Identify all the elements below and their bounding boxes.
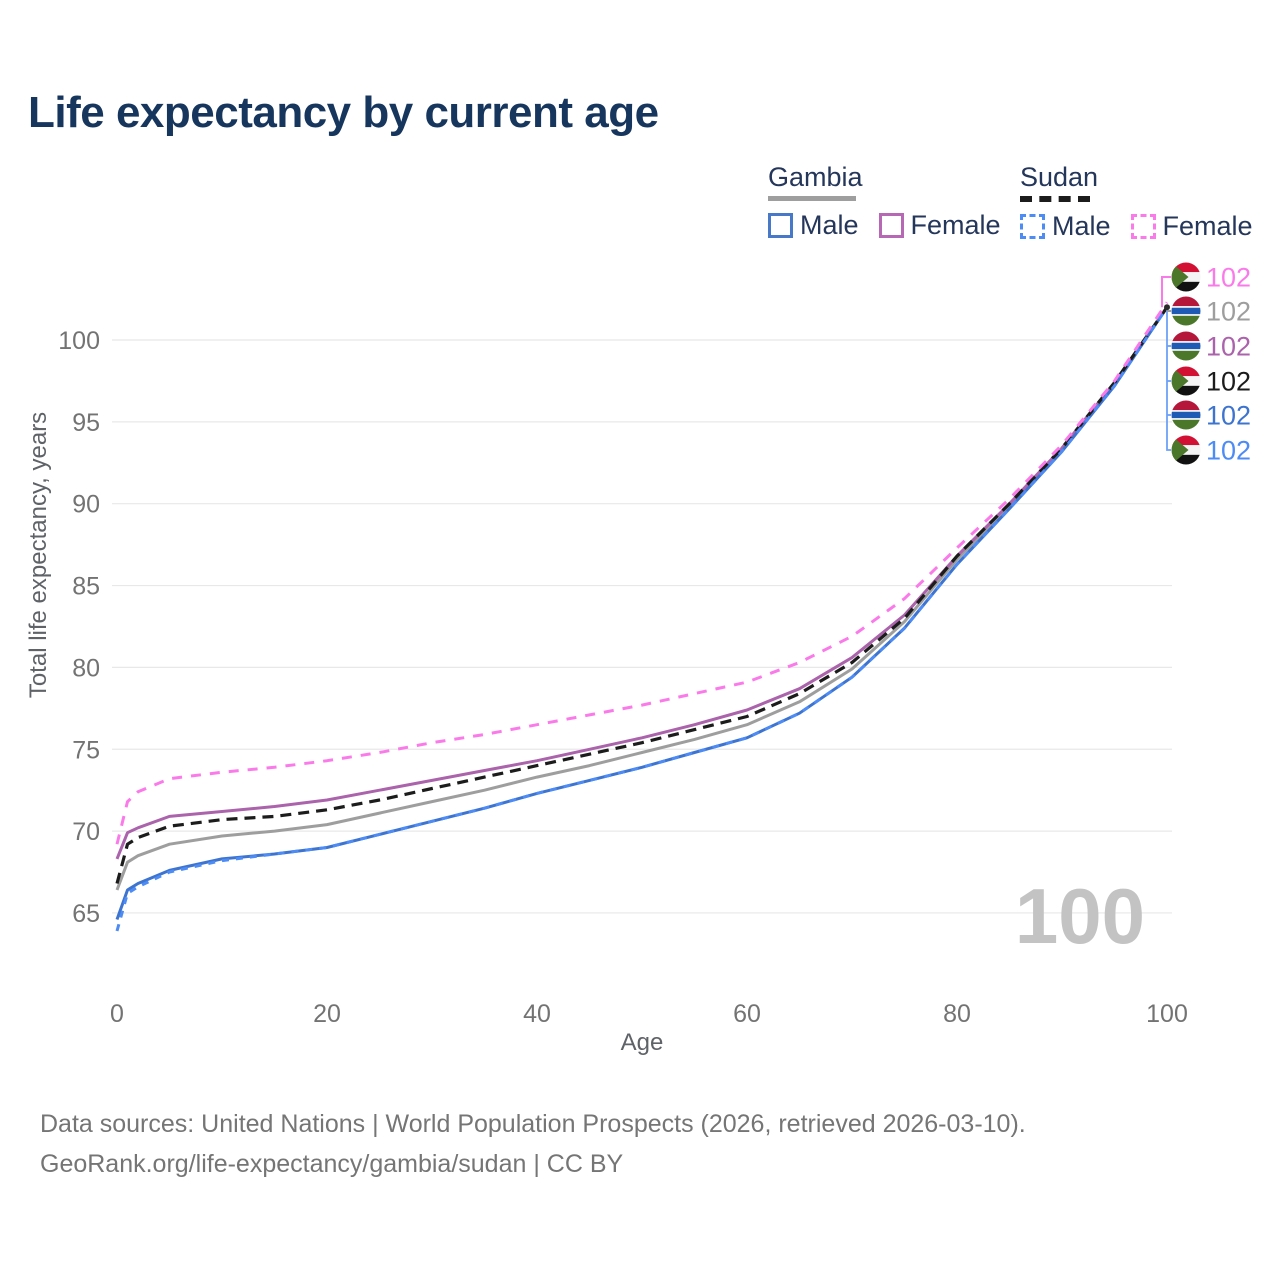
legend-label: Female [1162, 211, 1253, 241]
leader-line-main [1166, 307, 1171, 451]
legend-item-gambia-male[interactable]: Male [768, 210, 859, 241]
sudan-male-line [115, 306, 1169, 932]
legend-item-sudan-female[interactable]: Female [1130, 211, 1253, 242]
gambia-line [115, 306, 1169, 891]
x-tick-label: 20 [313, 1000, 341, 1028]
gambia-flag-icon [1171, 296, 1201, 326]
age-watermark: 100 [1015, 872, 1145, 960]
legend-label: Female [910, 210, 1001, 240]
gambia-flag-icon [1171, 400, 1201, 430]
legend-country-sudan: Sudan [1020, 162, 1099, 192]
legend-swatch-gambia-line [768, 196, 856, 201]
legend-swatch-sudan-line [1020, 196, 1090, 202]
y-tick-label: 70 [72, 818, 100, 846]
x-axis-title: Age [621, 1029, 664, 1056]
sudan-female-line [115, 301, 1169, 845]
end-value-label-gambia: 102 [1206, 297, 1251, 327]
y-tick-label: 85 [72, 573, 100, 601]
x-tick-label: 60 [733, 1000, 761, 1028]
end-value-label-sudan-female: 102 [1206, 263, 1251, 293]
y-tick-label: 75 [72, 736, 100, 764]
end-value-label-sudan-male: 102 [1206, 436, 1251, 466]
gambia-female-line [115, 306, 1169, 860]
legend-label: Male [1052, 211, 1111, 241]
legend-item-gambia-female[interactable]: Female [878, 210, 1001, 241]
life-expectancy-chart: 100 65 70 75 80 85 90 95 100 0 20 40 60 80 100 Age Total… [25, 262, 1251, 1056]
end-value-label-gambia-male: 102 [1206, 401, 1251, 431]
gambia-male-swatch-icon [768, 213, 793, 238]
leader-line-top [1161, 276, 1171, 308]
gambia-flag-icon [1171, 331, 1201, 361]
data-sources-text: Data sources: United Nations | World Pop… [40, 1110, 1026, 1138]
x-tick-label: 0 [110, 1000, 124, 1028]
x-tick-label: 80 [943, 1000, 971, 1028]
x-tick-label: 100 [1146, 1000, 1188, 1028]
y-tick-label: 80 [72, 654, 100, 682]
legend-group-sudan: Sudan Male Female [1020, 162, 1273, 242]
end-value-label-gambia-female: 102 [1206, 332, 1251, 362]
y-tick-label: 90 [72, 491, 100, 519]
legend-label: Male [800, 210, 859, 240]
sudan-flag-icon [1171, 435, 1201, 465]
chart-footer: Data sources: United Nations | World Pop… [40, 1104, 1026, 1184]
y-axis-title: Total life expectancy, years [25, 412, 52, 698]
gambia-female-swatch-icon [878, 213, 904, 238]
legend-country-gambia: Gambia [768, 162, 863, 192]
sudan-male-swatch-icon [1020, 214, 1045, 239]
sudan-line [115, 306, 1169, 884]
attribution-text: GeoRank.org/life-expectancy/gambia/sudan… [40, 1150, 624, 1178]
y-tick-label: 100 [58, 327, 100, 355]
sudan-flag-icon [1171, 366, 1201, 396]
legend-group-gambia: Gambia Male Female [768, 162, 1021, 241]
y-tick-label: 65 [72, 900, 100, 928]
x-tick-label: 40 [523, 1000, 551, 1028]
y-tick-label: 95 [72, 409, 100, 437]
page-title: Life expectancy by current age [28, 88, 659, 137]
gambia-male-line [115, 306, 1169, 921]
convergence-dot [1164, 304, 1170, 311]
sudan-flag-icon [1171, 262, 1201, 292]
legend-item-sudan-male[interactable]: Male [1020, 211, 1111, 242]
sudan-female-swatch-icon [1130, 214, 1156, 239]
end-value-label-sudan: 102 [1206, 367, 1251, 397]
